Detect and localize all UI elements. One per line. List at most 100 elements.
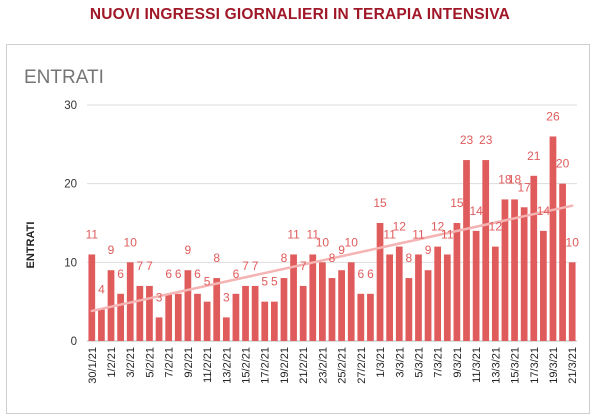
bar xyxy=(222,317,230,341)
bar xyxy=(165,293,173,341)
bar xyxy=(174,293,182,341)
data-label: 18 xyxy=(508,172,522,186)
data-label: 9 xyxy=(338,243,345,257)
bar xyxy=(491,246,499,341)
x-tick-label: 17/3/21 xyxy=(529,347,541,384)
y-axis-ticks: 0 10 20 30 xyxy=(64,100,77,348)
x-tick-label: 7/3/21 xyxy=(433,347,445,378)
bar xyxy=(482,160,490,341)
bar xyxy=(434,246,442,341)
data-label: 3 xyxy=(156,290,163,304)
chart-panel: ENTRATI 11 4 9 6 10 7 7 3 6 6 9 6 5 8 3 6 7 7 5 5 8 11 7 11 10 8 9… xyxy=(6,44,590,414)
bar xyxy=(549,136,557,341)
bar xyxy=(88,254,96,341)
data-label: 12 xyxy=(431,220,445,234)
data-label: 9 xyxy=(185,243,192,257)
bar xyxy=(376,223,384,341)
x-tick-label: 19/3/21 xyxy=(548,347,560,384)
bar xyxy=(386,254,394,341)
x-tick-label: 23/2/21 xyxy=(317,347,329,384)
bars xyxy=(88,136,576,341)
data-label: 6 xyxy=(357,267,364,281)
x-tick-label: 5/2/21 xyxy=(144,347,156,378)
bar xyxy=(568,262,576,341)
bar xyxy=(98,309,105,341)
bar xyxy=(261,301,269,341)
bar xyxy=(251,285,259,341)
data-label: 8 xyxy=(213,251,220,265)
bar xyxy=(463,160,470,341)
data-label: 3 xyxy=(223,290,230,304)
data-label: 4 xyxy=(98,283,105,297)
bar xyxy=(453,223,461,341)
bar xyxy=(184,270,192,341)
data-label: 5 xyxy=(261,275,268,289)
bar xyxy=(280,278,288,341)
x-tick-label: 7/2/21 xyxy=(164,347,176,378)
bar xyxy=(347,262,355,341)
data-label: 6 xyxy=(175,267,182,281)
bar xyxy=(520,207,528,341)
bar xyxy=(117,293,124,341)
bar xyxy=(559,183,566,341)
bar xyxy=(232,293,240,341)
data-label: 17 xyxy=(517,180,531,194)
data-label: 26 xyxy=(546,109,560,123)
x-tick-label: 25/2/21 xyxy=(337,347,349,384)
data-label: 8 xyxy=(281,251,288,265)
data-label: 23 xyxy=(479,133,493,147)
bar xyxy=(319,262,326,341)
x-tick-label: 11/3/21 xyxy=(471,347,483,383)
data-label: 5 xyxy=(204,275,211,289)
data-label: 11 xyxy=(287,227,300,241)
data-label: 9 xyxy=(108,243,115,257)
data-label: 7 xyxy=(242,259,249,273)
y-tick-label: 30 xyxy=(64,100,77,112)
x-tick-label: 13/3/21 xyxy=(490,347,502,384)
data-label: 11 xyxy=(307,227,320,241)
x-tick-label: 11/2/21 xyxy=(202,347,214,383)
data-label: 7 xyxy=(300,259,307,273)
data-label: 12 xyxy=(489,220,503,234)
data-label: 6 xyxy=(165,267,172,281)
bar xyxy=(203,301,211,341)
bar xyxy=(155,317,163,341)
data-label: 23 xyxy=(460,133,474,147)
data-label: 11 xyxy=(441,227,454,241)
x-tick-label: 13/2/21 xyxy=(221,347,233,384)
bar xyxy=(530,175,538,341)
bar xyxy=(338,270,345,341)
x-tick-label: 17/2/21 xyxy=(260,347,272,384)
x-tick-label: 1/3/21 xyxy=(375,347,387,378)
data-label: 18 xyxy=(498,172,512,186)
x-tick-label: 30/1/21 xyxy=(87,347,99,384)
data-label: 11 xyxy=(412,227,425,241)
x-tick-label: 9/2/21 xyxy=(183,347,195,378)
data-label: 8 xyxy=(329,251,336,265)
data-label: 9 xyxy=(425,243,432,257)
x-tick-label: 21/2/21 xyxy=(298,347,310,384)
data-label: 10 xyxy=(316,235,330,249)
bar xyxy=(405,278,413,341)
data-label: 12 xyxy=(393,220,407,234)
bar xyxy=(146,285,153,341)
data-label: 10 xyxy=(345,235,359,249)
data-label: 7 xyxy=(136,259,143,273)
data-label: 6 xyxy=(194,267,201,281)
chart-title: ENTRATI xyxy=(24,67,104,88)
bar xyxy=(213,278,221,341)
x-tick-label: 9/3/21 xyxy=(452,347,464,378)
bar xyxy=(395,246,403,341)
data-label: 8 xyxy=(406,251,413,265)
data-label: 7 xyxy=(252,259,259,273)
data-label: 6 xyxy=(233,267,240,281)
x-tick-label: 15/2/21 xyxy=(241,347,253,384)
y-axis-title: ENTRATI xyxy=(25,222,37,269)
data-label: 6 xyxy=(367,267,374,281)
bar xyxy=(357,293,365,341)
data-label: 10 xyxy=(566,235,580,249)
data-label: 14 xyxy=(469,204,483,218)
data-label: 15 xyxy=(373,196,387,210)
bar xyxy=(415,254,422,341)
